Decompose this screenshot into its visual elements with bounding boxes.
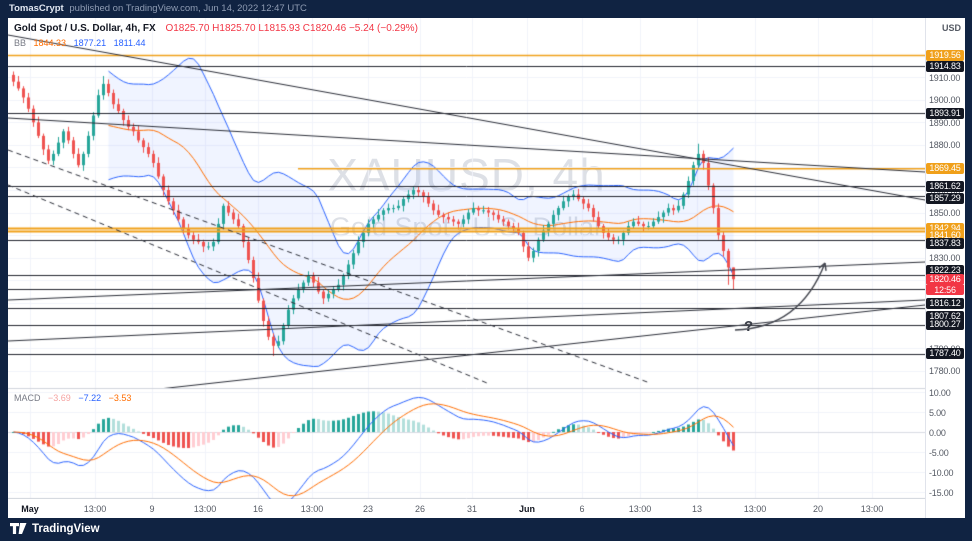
time-axis-label: 13:00	[300, 504, 324, 514]
time-axis-label: 13:00	[83, 504, 107, 514]
time-axis-label: 13:00	[860, 504, 884, 514]
price-axis-label: 1910.00	[929, 72, 961, 83]
bottom-bar: TradingView	[0, 518, 972, 541]
price-axis-label: 1830.00	[929, 253, 961, 264]
time-axis-label: 6	[579, 504, 585, 514]
price-line-badge: 1869.45	[926, 163, 964, 175]
time-axis-label: 31	[466, 504, 478, 514]
time-axis-label: 16	[252, 504, 264, 514]
price-line-badge: 1816.12	[926, 297, 964, 309]
bb-legend[interactable]: BB 1844.33 1877.21 1811.44	[14, 38, 151, 48]
time-axis[interactable]: May 13:00 9 13:00 16 13:00 23 26 31 Jun 6 13:00 13 13…	[8, 499, 925, 518]
price-axis-label: 1880.00	[929, 140, 961, 151]
tradingview-logo[interactable]: TradingView	[10, 522, 100, 535]
price-line-badge: 1800.27	[926, 319, 964, 331]
time-axis-label: 23	[362, 504, 374, 514]
price-line-badge: 1857.29	[926, 192, 964, 204]
bb-label: BB	[14, 38, 27, 48]
macd-axis-label: 5.00	[929, 407, 946, 418]
macd-axis-label: 0.00	[929, 427, 946, 438]
time-axis-label: 13	[691, 504, 703, 514]
macd-hist-value: −3.69	[48, 393, 71, 403]
macd-axis-label: -15.00	[929, 487, 954, 498]
tradingview-logo-icon	[10, 523, 27, 534]
price-line-badge: 1807.62	[926, 310, 964, 322]
last-price-badge: 1820.46	[926, 273, 964, 285]
macd-line-value: −7.22	[78, 393, 102, 403]
price-line-badge: 1914.83	[926, 60, 964, 72]
macd-legend[interactable]: MACD −3.69 −7.22 −3.53	[14, 393, 136, 403]
time-axis-label: Jun	[518, 504, 536, 514]
price-axis-label: 1900.00	[929, 95, 961, 106]
time-axis-label: May	[21, 504, 39, 514]
series-legend[interactable]: Gold Spot / U.S. Dollar, 4h, FX O1825.70…	[14, 23, 418, 34]
price-line-badge: 1841.60	[926, 230, 964, 242]
tradingview-logo-text: TradingView	[32, 522, 100, 535]
time-axis-label: 26	[414, 504, 426, 514]
price-line-badge: 1893.91	[926, 107, 964, 119]
price-line-badge: 1842.94	[926, 223, 964, 235]
bar-countdown-badge: 12:56	[926, 284, 964, 295]
price-line-badge: 1822.23	[926, 264, 964, 276]
bb-upper-value: 1877.21	[73, 38, 107, 48]
attribution-bar: TomasCrypt published on TradingView.com,…	[0, 0, 972, 18]
time-axis-label: 9	[149, 504, 155, 514]
ohlc-values: O1825.70 H1825.70 L1815.93 C1820.46	[165, 23, 347, 34]
price-axis-label: 1850.00	[929, 208, 961, 219]
question-mark-annotation: ?	[744, 318, 754, 335]
time-axis-label: 13:00	[628, 504, 652, 514]
price-axis-label: 1780.00	[929, 366, 961, 377]
macd-axis-label: 10.00	[929, 387, 951, 398]
time-axis-label: 13:00	[193, 504, 217, 514]
currency-label: USD	[941, 23, 961, 33]
attribution-username: TomasCrypt	[9, 3, 64, 14]
change-value: −5.24 (−0.29%)	[348, 23, 418, 34]
price-axis-label: 1890.00	[929, 117, 961, 128]
bb-basis-value: 1844.33	[33, 38, 67, 48]
price-line-badge: 1919.56	[926, 50, 964, 62]
time-axis-label: 20	[812, 504, 824, 514]
chart-panel: XAUUSD, 4h Gold Spot / U.S. Dollar Gold …	[8, 18, 965, 518]
bb-lower-value: 1811.44	[113, 38, 146, 48]
series-title: Gold Spot / U.S. Dollar, 4h, FX	[14, 23, 156, 34]
macd-axis-label: -10.00	[929, 467, 954, 478]
macd-signal-value: −3.53	[108, 393, 132, 403]
macd-label: MACD	[14, 393, 41, 403]
price-line-badge: 1861.62	[926, 180, 964, 192]
price-line-badge: 1837.83	[926, 237, 964, 249]
price-axis[interactable]: USD 1910.001900.001890.001880.001870.001…	[925, 18, 965, 518]
price-chart-canvas[interactable]	[8, 18, 925, 499]
price-line-badge: 1787.40	[926, 348, 964, 360]
time-axis-label: 13:00	[743, 504, 767, 514]
attribution-text: published on TradingView.com, Jun 14, 20…	[69, 3, 307, 14]
macd-axis-label: -5.00	[929, 447, 949, 458]
